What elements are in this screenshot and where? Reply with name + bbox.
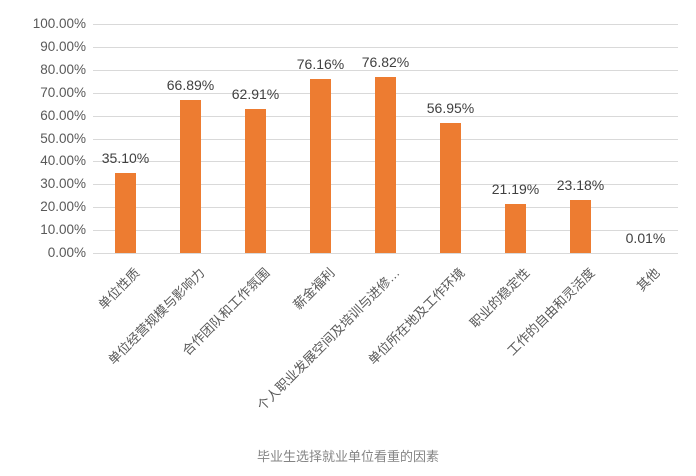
bar-value-label: 76.16% [296,55,345,72]
gridline [93,24,678,25]
y-axis-tick-label: 20.00% [40,199,86,215]
y-axis-tick-label: 60.00% [40,107,86,123]
x-axis-tick-label: 职业的稳定性 [467,265,534,331]
y-axis-tick-label: 30.00% [40,176,86,192]
bar-value-label: 21.19% [491,181,540,198]
bar [310,78,331,253]
bar-value-label: 56.95% [426,99,475,116]
y-axis-tick-label: 40.00% [40,153,86,169]
x-axis-tick-label: 薪金福利 [290,265,339,313]
bar-value-label: 66.89% [166,76,215,93]
x-axis-tick-label: 其他 [634,265,664,295]
bar [245,108,266,253]
bar [505,204,526,253]
gridline [93,253,678,254]
bar [375,77,396,253]
bar [440,122,461,253]
bar [570,199,591,253]
y-axis-tick-label: 0.00% [47,245,86,260]
y-axis-tick-label: 80.00% [40,61,86,77]
gridline [93,69,678,71]
bar-value-label: 0.01% [625,229,666,246]
bar-value-label: 35.10% [101,149,150,166]
bar [180,99,201,253]
bar-value-label: 76.82% [361,54,410,71]
x-axis-tick-label: 单位性质 [95,265,144,313]
y-axis-tick-label: 50.00% [40,130,86,146]
y-axis-tick-label: 70.00% [40,84,86,100]
bar [115,172,136,253]
bar-value-label: 23.18% [556,176,605,193]
bar-value-label: 62.91% [231,85,280,102]
y-axis-tick-label: 10.00% [40,222,86,238]
y-axis-tick-label: 100.00% [32,16,86,31]
gridline [93,46,678,48]
y-axis-tick-label: 90.00% [40,38,86,54]
chart-title: 毕业生选择就业单位看重的因素 [256,449,439,464]
